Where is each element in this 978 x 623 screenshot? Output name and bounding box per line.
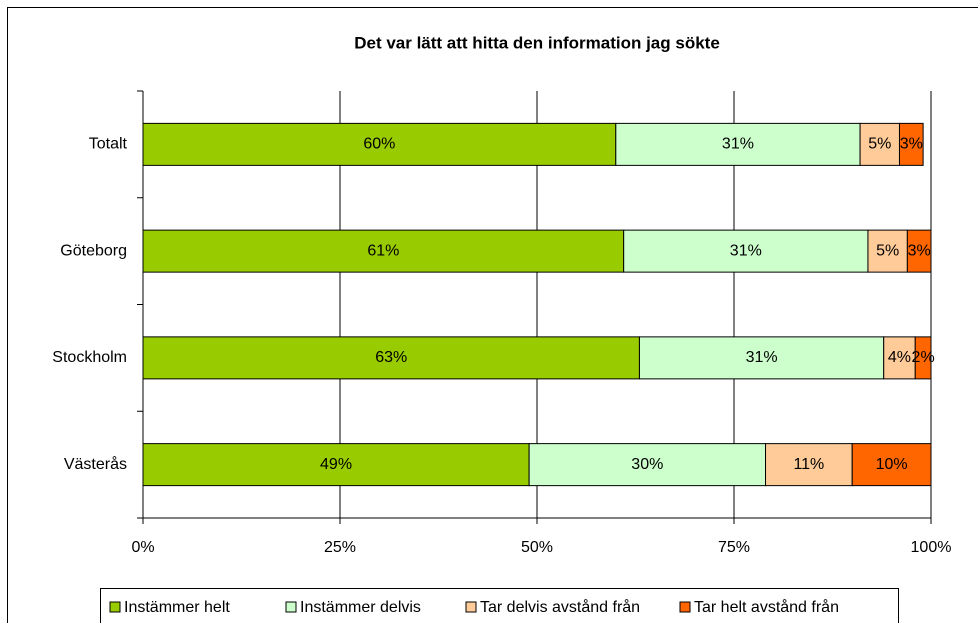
y-tick-label: Västerås	[64, 455, 127, 473]
chart-title: Det var lätt att hitta den information j…	[354, 33, 720, 52]
bar-segment	[867, 229, 908, 273]
data-label: 10%	[876, 456, 908, 473]
chart-frame	[7, 7, 978, 623]
legend-swatch	[109, 601, 121, 613]
legend-swatch	[679, 601, 691, 613]
x-tick-label: 75%	[718, 539, 750, 556]
data-label: 3%	[900, 136, 923, 153]
legend-label: Tar helt avstånd från	[694, 598, 839, 616]
x-tick-label: 50%	[521, 539, 553, 556]
bar-segment	[906, 229, 932, 273]
legend: Instämmer helt Instämmer delvis Tar delvis…	[100, 588, 899, 623]
data-label: 5%	[876, 242, 899, 259]
data-label: 49%	[320, 456, 352, 473]
legend-box	[100, 588, 899, 623]
data-label: 31%	[722, 136, 754, 153]
data-label: 11%	[793, 456, 824, 473]
legend-swatch	[465, 601, 477, 613]
legend-swatch	[285, 601, 297, 613]
bar-segment	[898, 122, 924, 166]
data-label: 4%	[888, 349, 911, 366]
legend-label: Instämmer helt	[124, 599, 230, 616]
data-label: 5%	[868, 136, 891, 153]
bar-segment	[142, 336, 640, 380]
bar-segment	[142, 229, 625, 273]
bar-segment	[914, 336, 932, 380]
data-label: 61%	[367, 242, 399, 259]
bar-segment	[859, 122, 900, 166]
data-label: 31%	[730, 242, 762, 259]
bar-segment	[883, 336, 916, 380]
data-label: 2%	[912, 349, 935, 366]
legend-label: Instämmer delvis	[300, 599, 421, 616]
data-label: 3%	[908, 242, 931, 259]
x-tick-label: 0%	[131, 539, 154, 556]
x-tick-label: 25%	[324, 539, 356, 556]
legend-label: Tar delvis avstånd från	[480, 598, 640, 616]
y-tick-label: Göteborg	[60, 242, 127, 259]
data-label: 60%	[363, 136, 395, 153]
x-tick-label: 100%	[911, 539, 952, 556]
y-tick-label: Stockholm	[52, 349, 127, 366]
y-tick-label: Totalt	[89, 136, 128, 153]
bar-segment	[638, 336, 885, 380]
data-label: 31%	[746, 349, 778, 366]
bar-segment	[851, 443, 932, 487]
data-label: 63%	[375, 349, 407, 366]
bar-segment	[765, 443, 853, 487]
data-label: 30%	[631, 456, 663, 473]
